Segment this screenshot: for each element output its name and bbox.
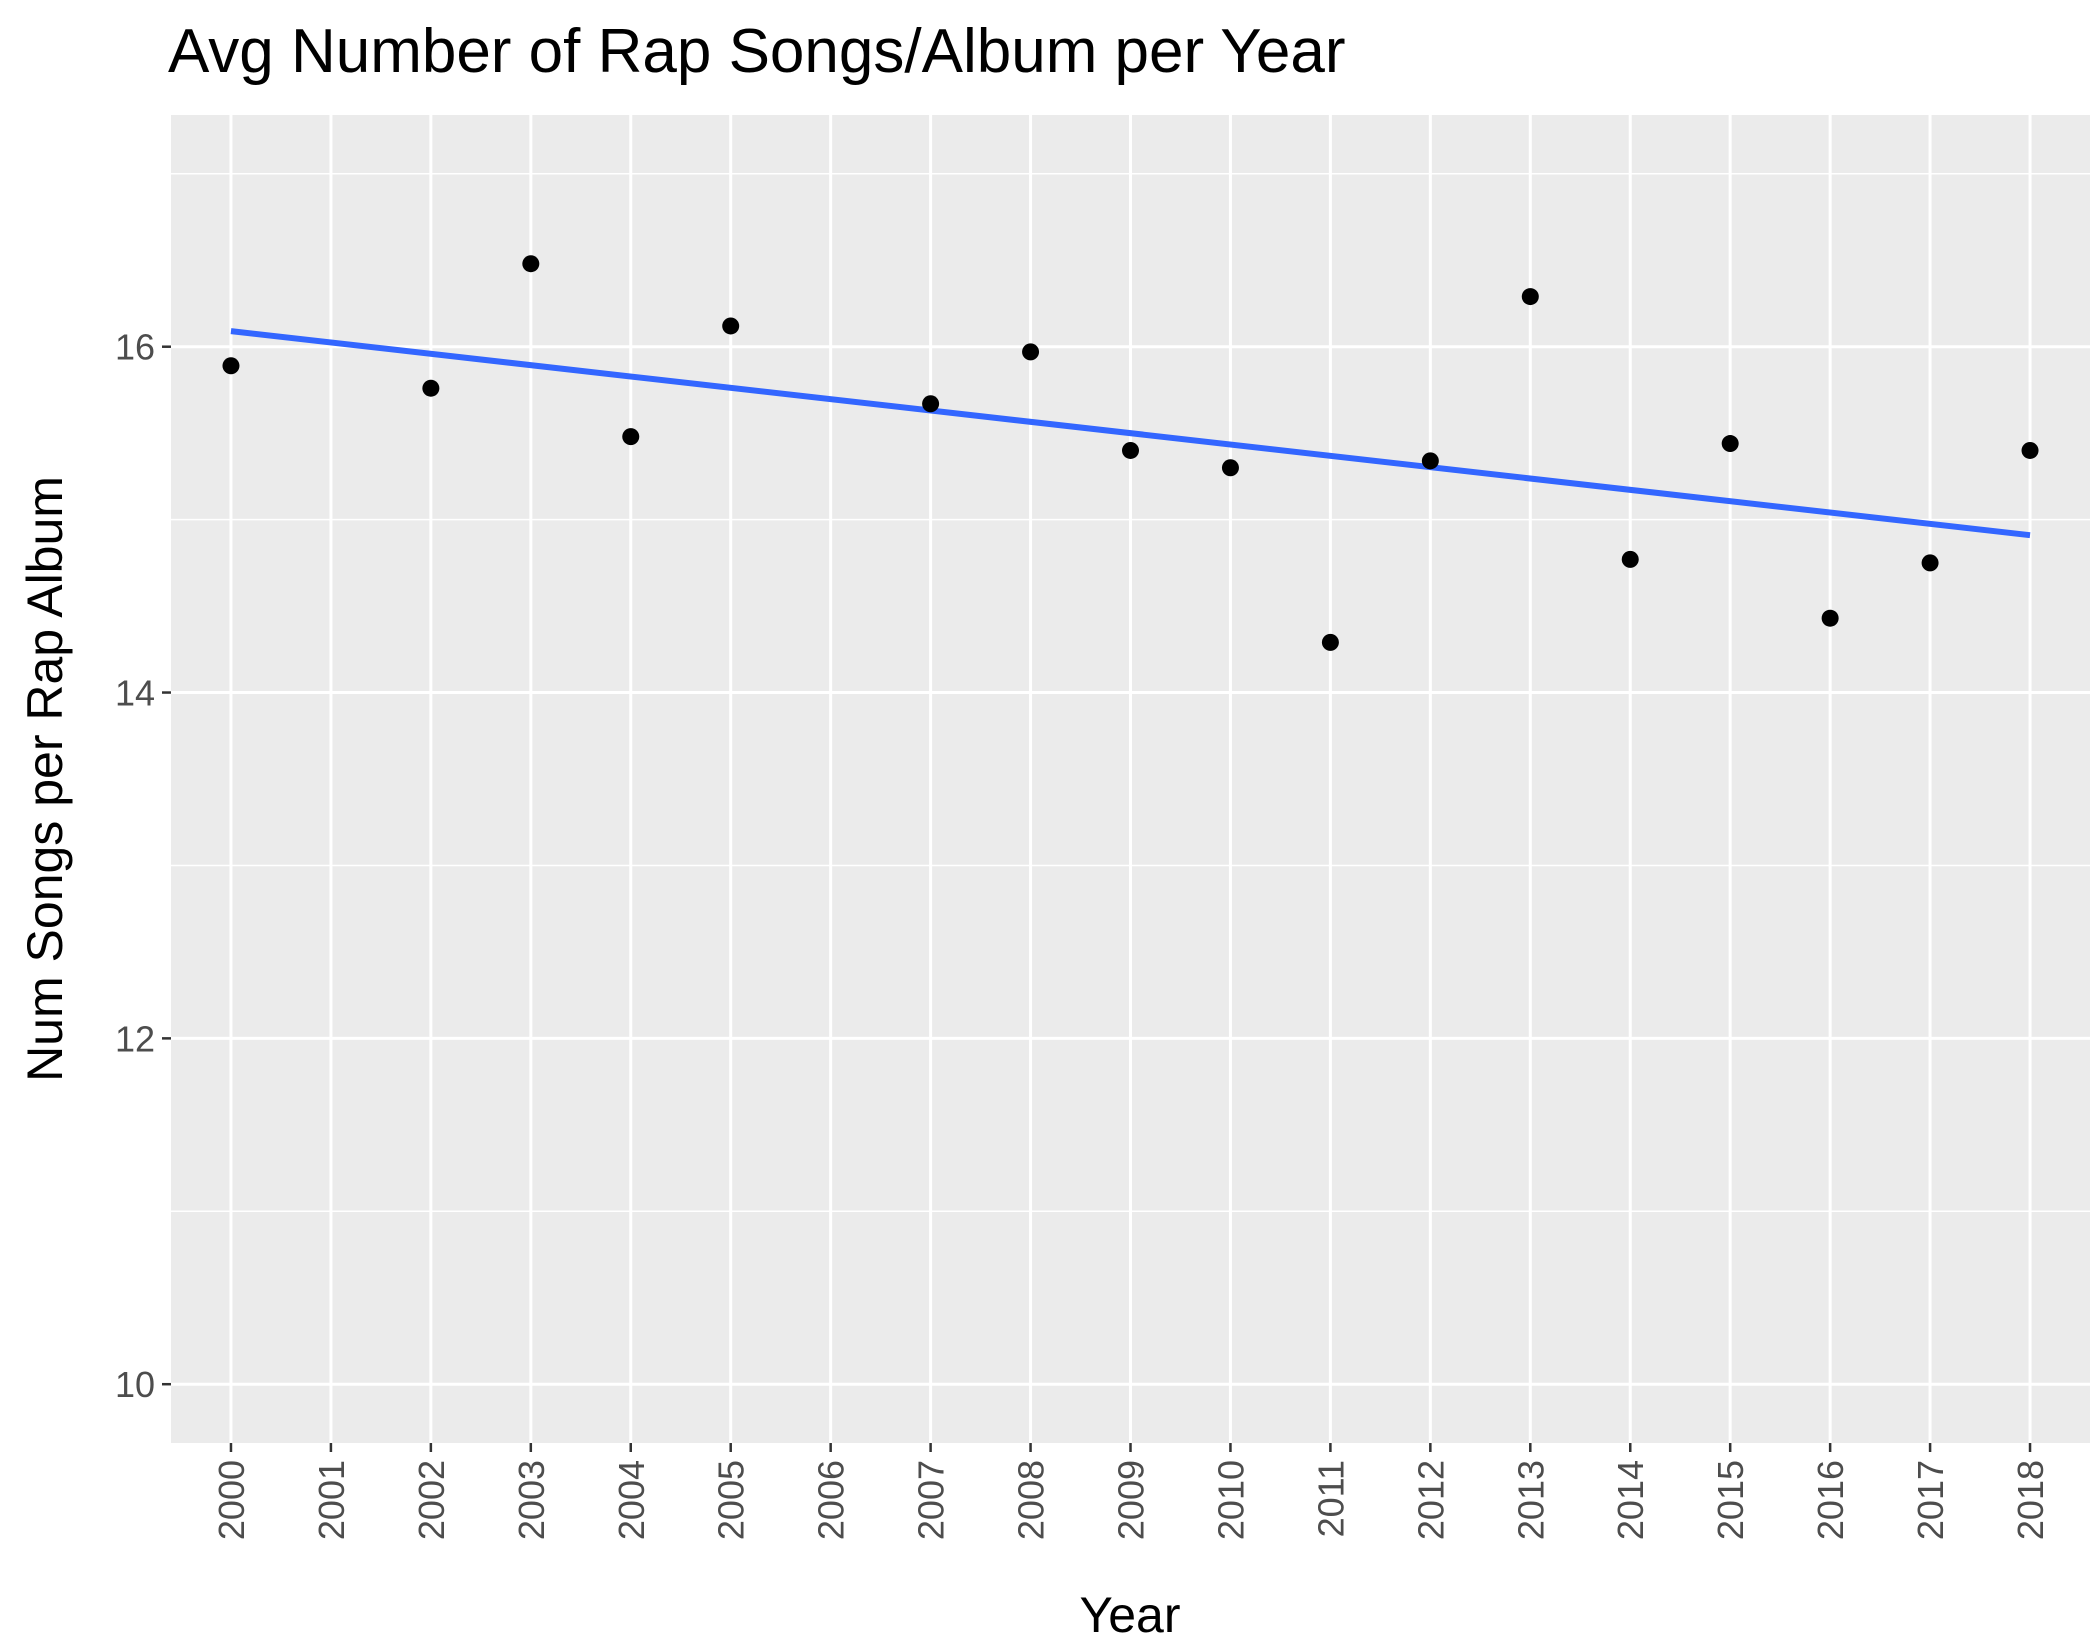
x-tick-label: 2011 (1310, 1460, 1351, 1537)
data-point (1022, 343, 1040, 361)
y-tick-label: 16 (115, 327, 155, 368)
y-axis-label: Num Songs per Rap Album (17, 476, 73, 1082)
x-tick-label: 2010 (1210, 1460, 1251, 1540)
data-point (922, 395, 940, 413)
x-tick-label: 2012 (1410, 1460, 1451, 1540)
x-tick-label: 2007 (911, 1460, 952, 1540)
x-tick-label: 2005 (711, 1460, 752, 1540)
x-tick-label: 2001 (311, 1460, 352, 1540)
y-tick-label: 12 (115, 1018, 155, 1059)
x-tick-label: 2000 (211, 1460, 252, 1540)
x-tick-label: 2009 (1111, 1460, 1152, 1540)
x-tick-label: 2018 (2010, 1460, 2051, 1540)
data-point (1521, 288, 1539, 306)
data-point (1421, 452, 1439, 470)
data-point (1821, 609, 1839, 627)
data-point (1122, 441, 1139, 459)
x-tick-label: 2015 (1710, 1460, 1751, 1540)
x-tick-label: 2003 (511, 1460, 552, 1540)
x-tick-label: 2006 (811, 1460, 852, 1540)
data-points (222, 255, 2039, 651)
data-point (722, 317, 740, 335)
x-tick-label: 2004 (611, 1460, 652, 1540)
trend-line (230, 328, 2031, 539)
data-point (422, 379, 440, 397)
data-point (622, 428, 640, 446)
x-tick-label: 2002 (411, 1460, 452, 1540)
y-tick-label: 14 (115, 673, 155, 714)
x-axis-label: Year (1079, 1587, 1180, 1643)
x-tick-label: 2013 (1510, 1460, 1551, 1540)
data-point (1721, 435, 1739, 453)
x-tick-label: 2008 (1011, 1460, 1052, 1540)
data-point (1621, 550, 1639, 568)
data-point (1221, 459, 1239, 477)
y-tick-label: 10 (115, 1364, 155, 1405)
data-point (222, 357, 240, 375)
chart-title: Avg Number of Rap Songs/Album per Year (168, 17, 1346, 86)
data-point (522, 255, 540, 273)
data-point (2021, 441, 2039, 459)
x-tick-label: 2017 (1910, 1460, 1951, 1540)
axis-ticks: 10 12 14 16 2000 2001 2002 2003 2004 2005 2006 2007… (115, 327, 2051, 1540)
trend-line-group (230, 328, 2031, 539)
x-tick-label: 2014 (1610, 1460, 1651, 1540)
data-point (1321, 633, 1339, 651)
x-tick-label: 2016 (1810, 1460, 1851, 1540)
data-point (1921, 554, 1939, 572)
grid-lines (171, 115, 2090, 1443)
